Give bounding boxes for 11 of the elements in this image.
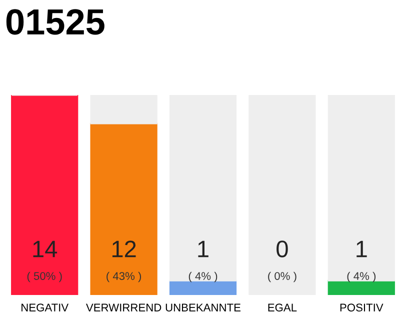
data-label: 1 ( 4% ) — [347, 240, 376, 282]
data-label: 14 ( 50% ) — [27, 240, 62, 282]
x-tick-label: UNBEKANNTE — [166, 304, 240, 312]
data-label: 0 ( 0% ) — [268, 240, 296, 282]
x-tick-label: POSITIV — [340, 304, 384, 312]
data-label: 1 ( 4% ) — [188, 240, 218, 282]
x-tick-label: NEGATIV — [22, 304, 69, 312]
x-tick-label: VERWIRREND — [86, 304, 162, 312]
x-tick-label: EGAL — [268, 304, 297, 312]
chart-title: 01525 — [6, 9, 104, 35]
data-label: 12 ( 43% ) — [106, 240, 142, 282]
